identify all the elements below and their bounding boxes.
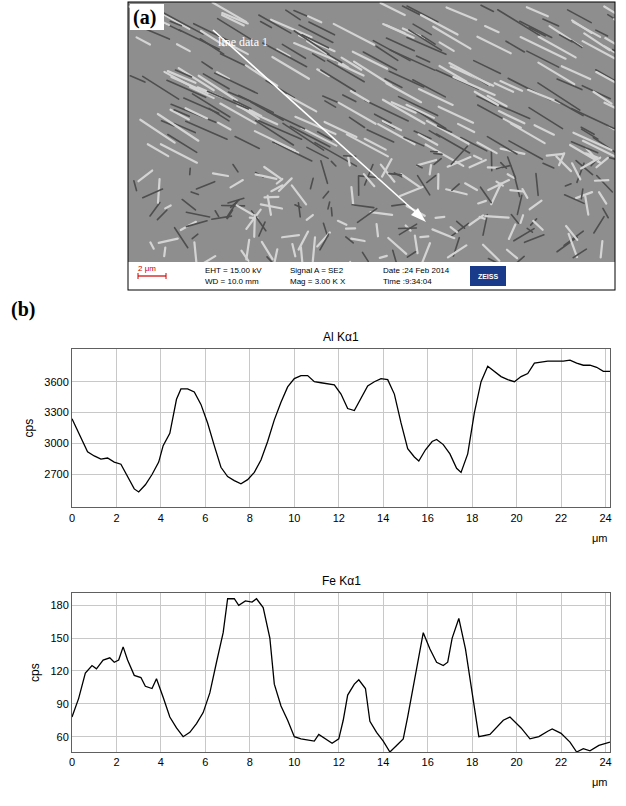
svg-text:16: 16 <box>422 756 434 768</box>
svg-text:120: 120 <box>50 665 68 677</box>
svg-text:90: 90 <box>57 698 69 710</box>
svg-text:(a): (a) <box>133 6 156 29</box>
svg-text:0: 0 <box>69 512 75 524</box>
svg-text:cps: cps <box>22 419 36 438</box>
svg-text:ZEISS: ZEISS <box>478 273 499 280</box>
svg-text:2: 2 <box>113 512 119 524</box>
svg-text:22: 22 <box>555 512 567 524</box>
svg-text:line data 1: line data 1 <box>218 35 268 49</box>
svg-text:10: 10 <box>288 756 300 768</box>
svg-text:150: 150 <box>50 632 68 644</box>
svg-text:20: 20 <box>511 512 523 524</box>
svg-text:2 μm: 2 μm <box>138 264 156 273</box>
svg-text:180: 180 <box>50 599 68 611</box>
svg-text:24: 24 <box>599 512 611 524</box>
svg-text:6: 6 <box>202 512 208 524</box>
svg-text:8: 8 <box>247 756 253 768</box>
svg-text:20: 20 <box>511 756 523 768</box>
svg-text:18: 18 <box>466 756 478 768</box>
svg-text:3600: 3600 <box>44 376 68 388</box>
svg-text:μm: μm <box>592 776 608 788</box>
svg-text:14: 14 <box>377 756 389 768</box>
svg-text:3000: 3000 <box>44 437 68 449</box>
svg-text:60: 60 <box>57 731 69 743</box>
svg-text:22: 22 <box>555 756 567 768</box>
svg-text:16: 16 <box>422 512 434 524</box>
svg-text:Time :9:34:04: Time :9:34:04 <box>383 277 432 286</box>
svg-text:14: 14 <box>377 512 389 524</box>
svg-text:24: 24 <box>599 756 611 768</box>
svg-text:(b): (b) <box>11 298 35 321</box>
svg-text:4: 4 <box>158 756 164 768</box>
svg-text:6: 6 <box>202 756 208 768</box>
svg-text:EHT = 15.00 kV: EHT = 15.00 kV <box>205 266 262 275</box>
svg-text:2: 2 <box>113 756 119 768</box>
svg-text:0: 0 <box>69 756 75 768</box>
svg-text:12: 12 <box>333 512 345 524</box>
svg-text:3300: 3300 <box>44 406 68 418</box>
svg-text:12: 12 <box>333 756 345 768</box>
svg-text:Mag = 3.00 K X: Mag = 3.00 K X <box>290 277 346 286</box>
svg-text:Signal A = SE2: Signal A = SE2 <box>290 266 344 275</box>
svg-text:Date :24 Feb 2014: Date :24 Feb 2014 <box>383 266 450 275</box>
svg-text:Al Kα1: Al Kα1 <box>323 330 359 344</box>
svg-text:4: 4 <box>158 512 164 524</box>
svg-text:8: 8 <box>247 512 253 524</box>
svg-text:18: 18 <box>466 512 478 524</box>
svg-text:μm: μm <box>592 532 608 544</box>
svg-text:Fe Kα1: Fe Kα1 <box>322 574 361 588</box>
svg-text:2700: 2700 <box>44 468 68 480</box>
svg-text:WD = 10.0 mm: WD = 10.0 mm <box>205 277 259 286</box>
svg-text:cps: cps <box>28 663 42 682</box>
svg-text:10: 10 <box>288 512 300 524</box>
